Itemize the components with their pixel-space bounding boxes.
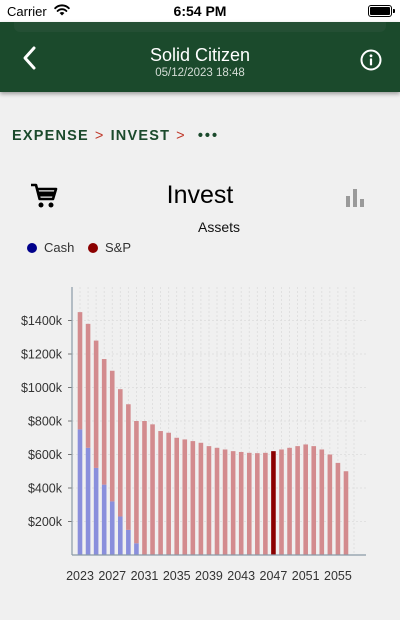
x-tick-label: 2055	[324, 569, 352, 583]
shopping-cart-icon[interactable]	[30, 182, 58, 210]
x-tick-label: 2047	[260, 569, 288, 583]
x-tick-label: 2027	[98, 569, 126, 583]
breadcrumb-more-button[interactable]: •••	[197, 128, 220, 144]
y-tick-label: $400k	[28, 482, 63, 496]
y-tick-label: $600k	[28, 448, 63, 462]
bar-sp	[279, 449, 284, 555]
x-tick-label: 2023	[66, 569, 94, 583]
x-tick-label: 2031	[131, 569, 159, 583]
header-tab-strip	[14, 22, 386, 32]
bar-sp	[158, 431, 163, 555]
header-subtitle: 05/12/2023 18:48	[155, 67, 245, 79]
bar-cash	[101, 484, 107, 555]
assets-bar-chart: $200k $400k $600k $800k $1000k $1200k $1400k 20…	[21, 287, 366, 583]
bar-sp	[214, 447, 220, 555]
bar-sp	[206, 446, 212, 555]
legend-label-sp: S&P	[104, 240, 131, 255]
breadcrumb-item-invest[interactable]: INVEST	[110, 128, 171, 144]
bar-sp	[303, 444, 308, 555]
bar-sp	[77, 312, 83, 430]
legend-item-cash[interactable]: Cash	[27, 240, 74, 255]
bar-sp	[246, 452, 252, 555]
legend-item-sp[interactable]: S&P	[87, 240, 131, 255]
bar-sp	[287, 447, 292, 555]
x-tick-label: 2043	[227, 569, 255, 583]
y-tick-label: $1000k	[21, 381, 63, 395]
y-tick-label: $800k	[28, 415, 63, 429]
bar-sp	[101, 359, 107, 485]
bar-sp	[311, 446, 317, 555]
bar-sp	[190, 441, 196, 555]
legend-swatch-cash	[27, 243, 37, 253]
wifi-icon	[54, 4, 70, 16]
chart-legend: Cash S&P	[27, 240, 141, 255]
back-chevron-icon[interactable]	[18, 44, 42, 72]
bar-cash	[85, 447, 91, 555]
page-title: Invest	[166, 181, 234, 209]
bar-sp	[271, 451, 276, 555]
bar-sp	[166, 432, 171, 555]
bar-sp	[343, 471, 349, 555]
bar-chart-icon[interactable]	[345, 186, 365, 208]
bar-cash	[126, 529, 131, 555]
bar-sp	[198, 442, 204, 555]
x-tick-label: 2035	[163, 569, 191, 583]
y-tick-label: $200k	[28, 515, 63, 529]
bar-sp	[319, 449, 325, 555]
bar-sp	[255, 453, 260, 555]
battery-icon	[368, 5, 395, 17]
bar-sp	[85, 323, 91, 448]
bar-sp	[263, 452, 268, 555]
bar-sp	[222, 449, 228, 555]
bar-sp	[93, 340, 99, 468]
bar-sp	[238, 451, 244, 555]
breadcrumb-item-expense[interactable]: EXPENSE	[12, 128, 89, 144]
bar-sp	[126, 404, 131, 530]
x-tick-label: 2051	[292, 569, 320, 583]
carrier-label: Carrier	[7, 4, 47, 19]
bar-sp	[327, 454, 333, 555]
bar-sp	[134, 421, 139, 544]
x-tick-label: 2039	[195, 569, 223, 583]
bar-sp	[230, 451, 236, 555]
breadcrumb: EXPENSE > INVEST > •••	[12, 128, 219, 144]
breadcrumb-separator: >	[176, 128, 186, 144]
bar-cash	[93, 467, 99, 555]
header-title: Solid Citizen	[149, 45, 251, 65]
bar-sp	[335, 462, 341, 555]
y-tick-label: $1200k	[21, 348, 63, 362]
bar-sp	[142, 421, 147, 555]
bar-cash	[134, 543, 139, 555]
bar-cash	[118, 516, 123, 555]
info-icon[interactable]	[360, 49, 382, 71]
app-header: Solid Citizen 05/12/2023 18:48	[0, 22, 400, 92]
status-bar: Carrier 6:54 PM	[0, 0, 400, 22]
bar-sp	[118, 389, 123, 517]
bar-sp	[174, 437, 180, 555]
bar-sp	[182, 439, 188, 555]
y-tick-label: $1400k	[21, 314, 63, 328]
legend-label-cash: Cash	[44, 240, 75, 255]
status-time: 6:54 PM	[173, 3, 227, 19]
bar-cash	[77, 429, 83, 555]
bar-cash	[109, 501, 115, 555]
legend-swatch-sp	[87, 243, 98, 253]
chart-title: Assets	[197, 219, 240, 235]
breadcrumb-separator: >	[94, 128, 105, 144]
bar-sp	[109, 370, 115, 502]
bar-sp	[150, 424, 155, 555]
bar-sp	[295, 446, 300, 555]
